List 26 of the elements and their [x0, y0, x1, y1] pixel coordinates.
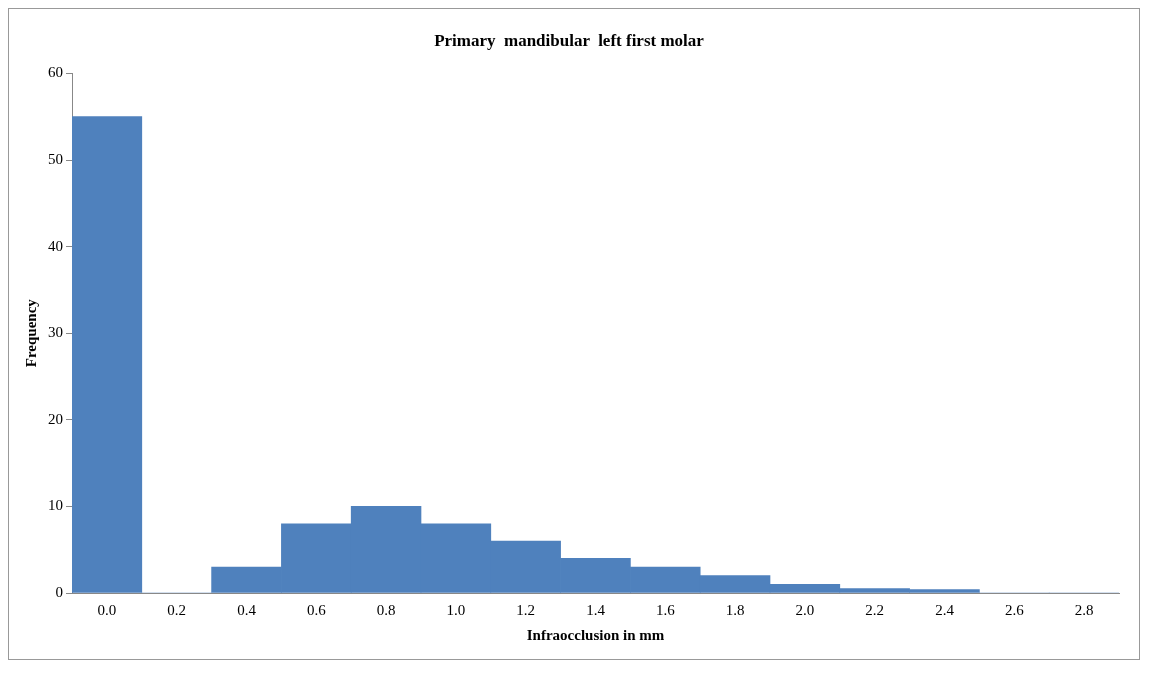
- y-tick-label: 40: [48, 237, 63, 254]
- bar: [72, 116, 143, 593]
- x-tick-label: 0.4: [237, 601, 257, 618]
- y-tick-label: 10: [48, 497, 63, 514]
- y-tick-label: 20: [48, 410, 63, 427]
- y-tick-label: 0: [55, 583, 63, 600]
- x-tick-label: 0.6: [306, 601, 327, 618]
- x-tick-label: 2.4: [935, 601, 955, 618]
- chart-title: Primary mandibular left first molar: [434, 30, 705, 50]
- x-tick-label: 1.4: [586, 601, 606, 618]
- x-tick-label: 1.2: [516, 601, 536, 618]
- x-tick-label: 2.2: [865, 601, 885, 618]
- x-tick-label: 0.8: [376, 601, 396, 618]
- x-tick-label: 2.8: [1074, 601, 1094, 618]
- x-tick-label: 0.0: [97, 601, 117, 618]
- x-tick-label: 2.6: [1004, 601, 1025, 618]
- x-tick-label: 1.6: [655, 601, 676, 618]
- x-tick-label: 0.2: [167, 601, 187, 618]
- x-axis-title: Infraocclusion in mm: [526, 626, 665, 643]
- x-tick-label: 1.8: [725, 601, 745, 618]
- y-tick-label: 60: [48, 64, 63, 81]
- y-tick-label: 50: [48, 150, 63, 167]
- y-tick-label: 30: [48, 324, 63, 341]
- x-tick-label: 1.0: [446, 601, 466, 618]
- y-axis-title: Frequency: [22, 298, 39, 368]
- x-tick-label: 2.0: [795, 601, 815, 618]
